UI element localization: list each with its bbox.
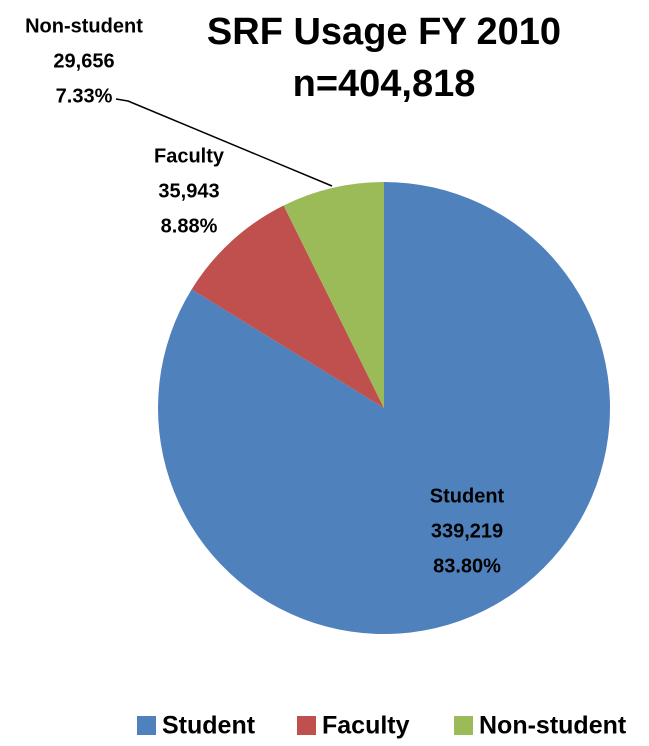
chart-subtitle: n=404,818 xyxy=(293,63,476,105)
legend-label: Student xyxy=(162,712,256,740)
pie-slice xyxy=(191,205,384,408)
pie-slice xyxy=(157,182,611,635)
slice-label-name: Faculty xyxy=(154,145,225,167)
legend-label: Faculty xyxy=(322,712,410,740)
slice-label-value: 35,943 xyxy=(158,180,219,202)
slice-label-value: 29,656 xyxy=(53,50,114,72)
legend-swatch xyxy=(297,716,316,735)
chart-title: SRF Usage FY 2010 xyxy=(207,11,561,53)
pie-slice xyxy=(283,182,384,408)
slice-label-percent: 83.80% xyxy=(433,555,501,577)
slice-label-name: Student xyxy=(430,485,505,507)
legend-label: Non-student xyxy=(479,712,627,740)
slice-label-percent: 8.88% xyxy=(161,215,218,237)
leader-line xyxy=(115,98,333,187)
slice-label-value: 339,219 xyxy=(431,520,503,542)
legend-swatch xyxy=(137,716,156,735)
slice-label-percent: 7.33% xyxy=(56,85,113,107)
slice-label-name: Non-student xyxy=(25,15,143,37)
legend-swatch xyxy=(454,716,473,735)
